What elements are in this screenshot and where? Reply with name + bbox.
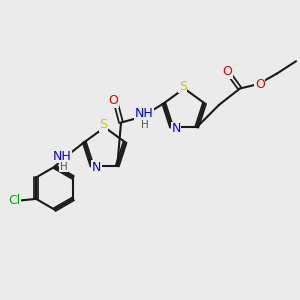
Text: O: O <box>255 78 265 91</box>
Text: N: N <box>92 161 101 174</box>
Text: H: H <box>141 120 149 130</box>
Text: O: O <box>222 65 232 78</box>
Text: O: O <box>108 94 118 107</box>
Text: Cl: Cl <box>8 194 21 207</box>
Text: N: N <box>171 122 181 135</box>
Text: H: H <box>60 162 68 172</box>
Text: S: S <box>99 118 107 131</box>
Text: NH: NH <box>134 107 153 120</box>
Text: S: S <box>179 80 187 93</box>
Text: NH: NH <box>53 150 71 163</box>
